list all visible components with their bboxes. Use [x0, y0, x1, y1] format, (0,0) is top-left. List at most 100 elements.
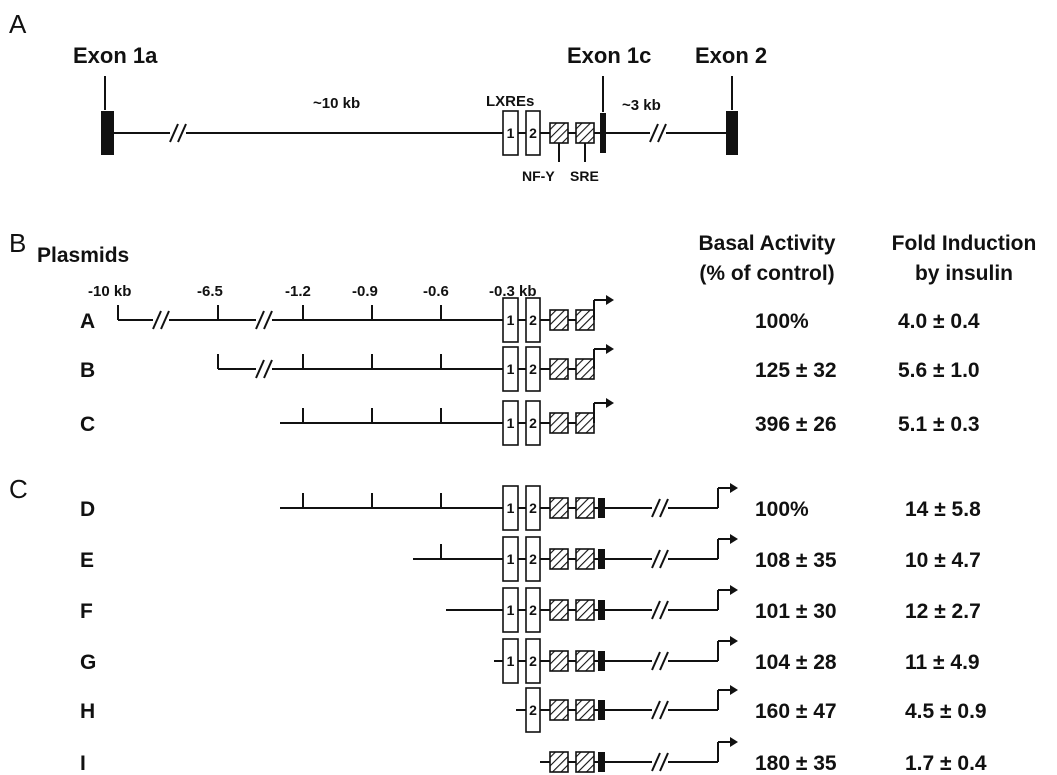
basal-activity-value: 180 ± 35 — [755, 752, 837, 775]
basal-activity-value: 396 ± 26 — [755, 413, 837, 436]
fold-induction-header: Fold Induction — [892, 232, 1037, 255]
sre-site-box — [575, 412, 595, 434]
exon-1a-label: Exon 1a — [73, 43, 158, 68]
transcription-start-arrow — [717, 534, 738, 559]
transcription-start-arrow — [593, 295, 614, 320]
lxre-1-label: 1 — [507, 602, 515, 618]
sre-site-box — [575, 358, 595, 380]
sre-site-box — [575, 548, 595, 570]
fold-induction-value: 12 ± 2.7 — [905, 600, 981, 623]
lxre-1-label: 1 — [507, 415, 515, 431]
transcription-start-arrow — [717, 685, 738, 710]
exon-1c-block — [598, 651, 605, 671]
transcription-start-arrow — [717, 585, 738, 610]
scale-tick-label: -0.9 — [352, 283, 378, 300]
basal-activity-value: 100% — [755, 310, 809, 333]
construct-label: B — [80, 359, 95, 382]
scale-tick-label: -1.2 — [285, 283, 311, 300]
sre-site-box — [575, 122, 595, 144]
lxre-1-box — [502, 485, 519, 531]
fold-induction-value: 4.0 ± 0.4 — [898, 310, 980, 333]
lxre-2-label: 2 — [529, 702, 537, 718]
nf-y-site-box — [549, 309, 569, 331]
lxre-1-box — [502, 110, 519, 156]
nf-y-site-box — [549, 650, 569, 672]
lxre-1-box — [502, 346, 519, 392]
panel-label-c: C — [9, 474, 28, 504]
exon-2-label: Exon 2 — [695, 43, 767, 68]
distance-3kb-label: ~3 kb — [622, 97, 661, 114]
nf-y-site-box — [549, 548, 569, 570]
plasmids-label: Plasmids — [37, 244, 129, 267]
sre-site-box — [575, 497, 595, 519]
lxre-2-label: 2 — [529, 602, 537, 618]
nf-y-site-box — [549, 599, 569, 621]
lxre-2-box — [525, 587, 541, 633]
lxre-1-label: 1 — [507, 361, 515, 377]
construct-label: C — [80, 413, 95, 436]
basal-activity-value: 104 ± 28 — [755, 651, 837, 674]
lxre-2-label: 2 — [529, 551, 537, 567]
construct-row: 2 H 160 ± 47 4.5 ± 0.9 — [80, 685, 987, 733]
panel-label-a: A — [9, 9, 27, 39]
exon-1c-label: Exon 1c — [567, 43, 651, 68]
position-scale: -10 kb -6.5 -1.2 -0.9 -0.6 -0.3 kb — [88, 283, 537, 300]
lxre-2-label: 2 — [529, 415, 537, 431]
transcription-start-arrow — [717, 636, 738, 661]
transcription-start-arrow — [593, 344, 614, 369]
construct-label: I — [80, 752, 86, 775]
scale-tick-label: -10 kb — [88, 283, 131, 300]
construct-label: H — [80, 700, 95, 723]
fold-induction-value: 4.5 ± 0.9 — [905, 700, 987, 723]
scale-tick-label: -6.5 — [197, 283, 223, 300]
lxre-2-box — [525, 297, 541, 343]
basal-activity-value: 100% — [755, 498, 809, 521]
construct-label: G — [80, 651, 96, 674]
fold-induction-value: 5.6 ± 1.0 — [898, 359, 980, 382]
panel-label-b: B — [9, 228, 26, 258]
lxre-1-label: 1 — [507, 551, 515, 567]
construct-row: 1 2 A 100% 4.0 ± 0.4 — [80, 295, 980, 343]
exon-1c-block — [598, 549, 605, 569]
lxre-1-box — [502, 638, 519, 684]
lxre-2-box — [525, 110, 541, 156]
construct-row: 1 2 F 101 ± 30 12 ± 2.7 — [80, 585, 981, 633]
distance-10kb-label: ~10 kb — [313, 95, 360, 112]
sre-site-box — [575, 599, 595, 621]
construct-row: 1 2 C 396 ± 26 5.1 ± 0.3 — [80, 398, 980, 446]
intron-break-1 — [169, 123, 187, 143]
nf-y-site-box — [549, 412, 569, 434]
nf-y-site-box — [549, 497, 569, 519]
lxre-1-box — [502, 536, 519, 582]
exon-1a-block — [101, 111, 114, 155]
transcription-start-arrow — [717, 737, 738, 762]
basal-activity-value: 108 ± 35 — [755, 549, 837, 572]
construct-row: 1 2 G 104 ± 28 11 ± 4.9 — [80, 636, 980, 684]
lxre-2-box — [525, 638, 541, 684]
lxre-1-label: 1 — [507, 500, 515, 516]
exon-2-block — [726, 111, 738, 155]
exon-1c-block — [598, 498, 605, 518]
gene-map: 1 2 ~10 kb ~3 kb LXREs NF-Y SRE — [101, 76, 738, 184]
transcription-start-arrow — [593, 398, 614, 423]
construct-row: 1 2 E 108 ± 35 10 ± 4.7 — [80, 534, 981, 582]
fold-induction-value: 10 ± 4.7 — [905, 549, 981, 572]
basal-activity-header: Basal Activity — [699, 232, 836, 255]
lxre-2-label: 2 — [529, 125, 537, 141]
exon-1c-block — [598, 700, 605, 720]
sre-site-box — [575, 699, 595, 721]
sre-site-box — [575, 650, 595, 672]
construct-rows: 1 2A 100% 4.0 ± 0.41 2B 125 ± 32 5.6 ± 1.01 2C 3… — [80, 295, 987, 775]
nf-y-site-box — [549, 699, 569, 721]
lxre-2-label: 2 — [529, 312, 537, 328]
transcription-start-arrow — [717, 483, 738, 508]
nf-y-site-box — [549, 358, 569, 380]
construct-label: F — [80, 600, 93, 623]
construct-label: E — [80, 549, 94, 572]
basal-activity-value: 125 ± 32 — [755, 359, 837, 382]
lxre-1-box — [502, 400, 519, 446]
lxre-1-label: 1 — [507, 312, 515, 328]
fold-induction-value: 14 ± 5.8 — [905, 498, 981, 521]
lxre-2-box — [525, 485, 541, 531]
scale-tick-label: -0.3 kb — [489, 283, 537, 300]
